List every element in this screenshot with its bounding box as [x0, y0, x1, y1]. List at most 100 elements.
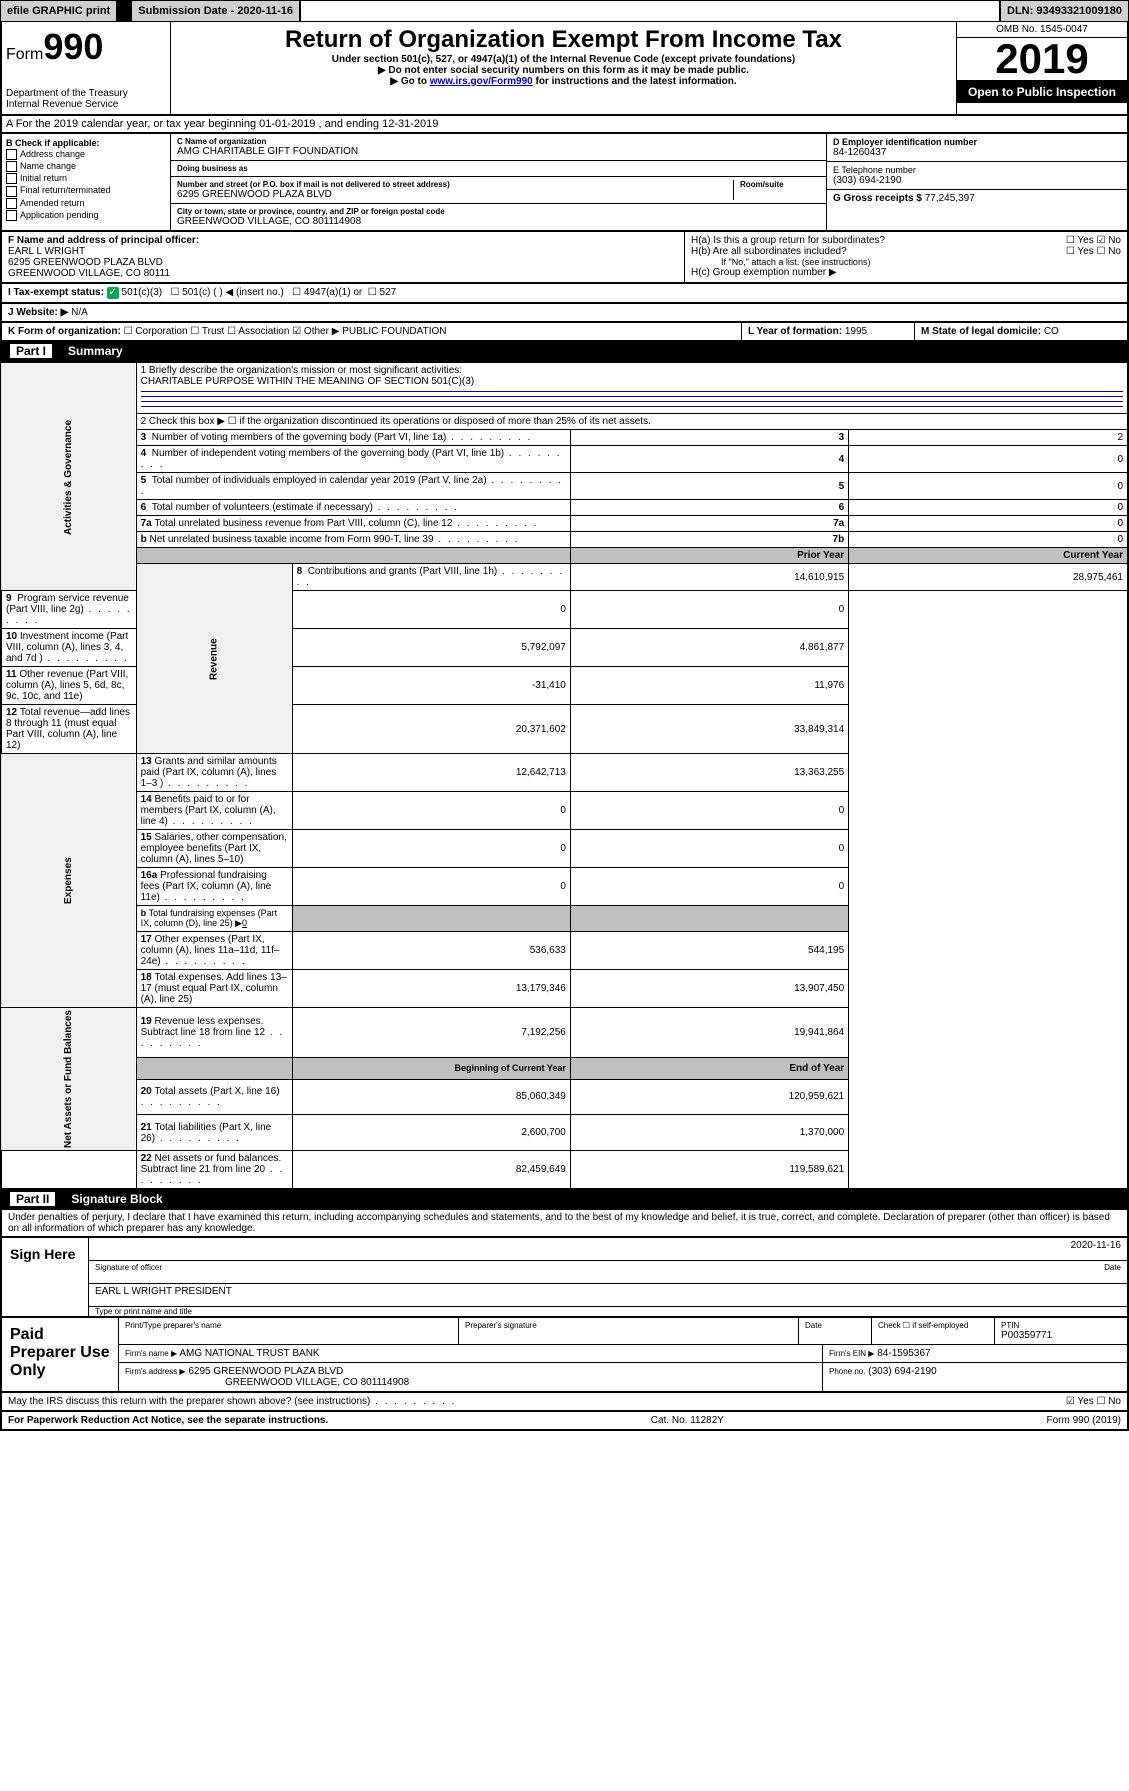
l4-v: 0: [849, 446, 1128, 473]
eb-v: 0: [242, 918, 247, 928]
block-d: D Employer identification number 84-1260…: [826, 134, 1127, 230]
org-address: 6295 GREENWOOD PLAZA BLVD: [177, 189, 723, 200]
gross-value: 77,245,397: [925, 193, 975, 204]
block-c: C Name of organization AMG CHARITABLE GI…: [171, 134, 826, 230]
website-val: N/A: [71, 307, 88, 318]
firm-addr2: GREENWOOD VILLAGE, CO 801114908: [125, 1377, 409, 1388]
l3-n: 3: [570, 430, 848, 446]
phone-value: (303) 694-2190: [833, 175, 1121, 186]
hb-note: If "No," attach a list. (see instruction…: [691, 257, 1121, 267]
chk-pending[interactable]: Application pending: [6, 210, 166, 221]
preparer-label: Paid Preparer Use Only: [2, 1318, 119, 1391]
prep-ptin: P00359771: [1001, 1330, 1121, 1341]
k-val: PUBLIC FOUNDATION: [342, 326, 446, 337]
suite-label: Room/suite: [740, 180, 820, 189]
l7b-n: 7b: [570, 532, 848, 548]
block-b: B Check if applicable: Address change Na…: [2, 134, 171, 230]
e17-p: 536,633: [292, 932, 570, 970]
l4-t: Number of independent voting members of …: [141, 448, 562, 470]
section-a: A For the 2019 calendar year, or tax yea…: [0, 116, 1129, 134]
footer-left: For Paperwork Reduction Act Notice, see …: [8, 1415, 328, 1426]
n20-p: 85,060,349: [292, 1079, 570, 1115]
e14-t: Benefits paid to or for members (Part IX…: [141, 794, 276, 827]
e18-p: 13,179,346: [292, 970, 570, 1008]
r12-t: Total revenue—add lines 8 through 11 (mu…: [6, 707, 130, 751]
n22-c: 119,589,621: [570, 1151, 848, 1190]
l4-n: 4: [570, 446, 848, 473]
footer-mid: Cat. No. 11282Y: [651, 1415, 724, 1426]
discuss-t: May the IRS discuss this return with the…: [8, 1396, 456, 1407]
e14-p: 0: [292, 792, 570, 830]
footer: For Paperwork Reduction Act Notice, see …: [0, 1412, 1129, 1431]
hb-label: H(b) Are all subordinates included?: [691, 246, 847, 257]
part1-title: Summary: [68, 344, 123, 358]
e16a-p: 0: [292, 868, 570, 906]
side-revenue: Revenue: [136, 564, 292, 754]
firm-ein: 84-1595367: [877, 1348, 930, 1359]
graphic-print-btn[interactable]: [117, 0, 131, 22]
prep-h3: Date: [799, 1318, 872, 1344]
e13-p: 12,642,713: [292, 754, 570, 792]
block-h: H(a) Is this a group return for subordin…: [685, 232, 1127, 282]
irs-link[interactable]: www.irs.gov/Form990: [430, 76, 533, 87]
n20-c: 120,959,621: [570, 1079, 848, 1115]
officer-row: F Name and address of principal officer:…: [0, 232, 1129, 284]
header-left: Form990 Department of the Treasury Inter…: [2, 22, 171, 114]
check-501c3-icon: ✓: [107, 287, 119, 299]
part2-title: Signature Block: [71, 1192, 162, 1206]
ha-label: H(a) Is this a group return for subordin…: [691, 235, 885, 246]
header-right: OMB No. 1545-0047 2019 Open to Public In…: [956, 22, 1127, 114]
e19-t: Revenue less expenses. Subtract line 18 …: [141, 1016, 285, 1049]
e14-c: 0: [570, 792, 848, 830]
efile-label[interactable]: efile GRAPHIC print: [0, 0, 117, 22]
e15-t: Salaries, other compensation, employee b…: [141, 832, 287, 865]
r9-t: Program service revenue (Part VIII, line…: [6, 593, 132, 626]
footer-right: Form 990 (2019): [1047, 1415, 1121, 1426]
date-label: Date: [1104, 1263, 1121, 1281]
l7a-t: Total unrelated business revenue from Pa…: [155, 518, 539, 529]
q1-label: 1 Briefly describe the organization's mi…: [141, 365, 1123, 376]
form-header: Form990 Department of the Treasury Inter…: [0, 22, 1129, 116]
firm-addr-label: Firm's address ▶: [125, 1367, 186, 1376]
chk-final[interactable]: Final return/terminated: [6, 185, 166, 196]
r8-t: Contributions and grants (Part VIII, lin…: [297, 566, 565, 588]
n20-t: Total assets (Part X, line 16): [141, 1086, 280, 1108]
chk-address[interactable]: Address change: [6, 149, 166, 160]
l-val: 1995: [845, 326, 867, 337]
k-opts: ☐ Corporation ☐ Trust ☐ Association ☑ Ot…: [124, 326, 340, 337]
m-label: M State of legal domicile:: [921, 326, 1041, 337]
firm-ein-label: Firm's EIN ▶: [829, 1349, 874, 1358]
e19-c: 19,941,864: [570, 1008, 848, 1058]
org-info-block: B Check if applicable: Address change Na…: [0, 134, 1129, 232]
l7a-v: 0: [849, 516, 1128, 532]
firm-name: AMG NATIONAL TRUST BANK: [179, 1348, 319, 1359]
n22-p: 82,459,649: [292, 1151, 570, 1190]
chk-initial[interactable]: Initial return: [6, 173, 166, 184]
e19-p: 7,192,256: [292, 1008, 570, 1058]
block-b-title: B Check if applicable:: [6, 138, 166, 148]
chk-amended[interactable]: Amended return: [6, 198, 166, 209]
name-title-label: Type or print name and title: [89, 1307, 1127, 1316]
dba-label: Doing business as: [177, 164, 248, 173]
r8-p: 14,610,915: [570, 564, 848, 591]
firm-addr: 6295 GREENWOOD PLAZA BLVD: [188, 1366, 343, 1377]
l7a-n: 7a: [570, 516, 848, 532]
r10-c: 4,861,877: [570, 629, 848, 667]
chk-name[interactable]: Name change: [6, 161, 166, 172]
e13-c: 13,363,255: [570, 754, 848, 792]
officer-addr1: 6295 GREENWOOD PLAZA BLVD: [8, 257, 678, 268]
spacer: [300, 0, 1000, 22]
ein-value: 84-1260437: [833, 147, 1121, 158]
website-row: J Website: ▶ N/A: [0, 304, 1129, 323]
part1-header: Part I Summary: [0, 342, 1129, 362]
open-public: Open to Public Inspection: [957, 81, 1127, 103]
r12-p: 20,371,602: [292, 705, 570, 754]
submission-date: Submission Date - 2020-11-16: [131, 0, 300, 22]
officer-addr2: GREENWOOD VILLAGE, CO 80111: [8, 268, 678, 279]
l6-t: Total number of volunteers (estimate if …: [152, 502, 459, 513]
sig-label: Signature of officer: [95, 1263, 162, 1281]
r10-t: Investment income (Part VIII, column (A)…: [6, 631, 129, 664]
r12-c: 33,849,314: [570, 705, 848, 754]
addr-label: Number and street (or P.O. box if mail i…: [177, 180, 723, 189]
te-opt4: 527: [380, 287, 397, 298]
